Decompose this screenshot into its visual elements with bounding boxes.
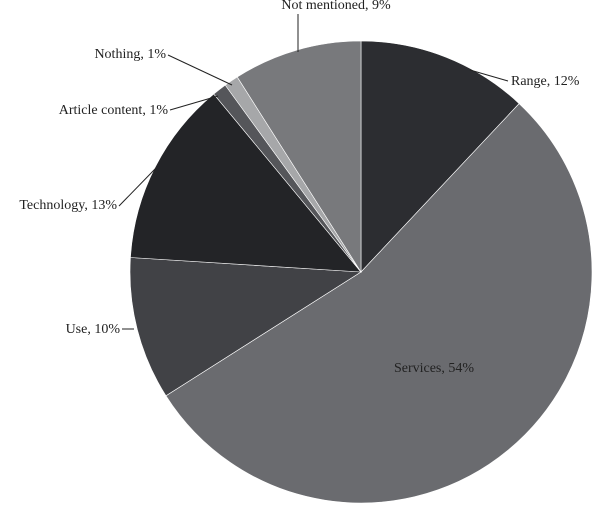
leader-line (169, 95, 219, 111)
leader-line (118, 167, 157, 207)
slice-label: Range, 12% (511, 74, 580, 89)
slice-label: Article content, 1% (59, 103, 169, 118)
pie-slice (129, 257, 362, 397)
slice-label: Technology, 13% (19, 198, 117, 213)
pie-slice (130, 93, 362, 273)
slice-label: Nothing, 1% (94, 47, 166, 62)
pie-slice (360, 40, 520, 273)
slice-label: Services, 54% (394, 361, 474, 376)
pie-slice (236, 40, 362, 274)
pie-slice (165, 103, 592, 504)
slice-label: Use, 10% (66, 322, 121, 337)
leader-line (167, 54, 233, 86)
leader-line (469, 69, 509, 82)
slice-label: Not mentioned, 9% (281, 0, 391, 13)
